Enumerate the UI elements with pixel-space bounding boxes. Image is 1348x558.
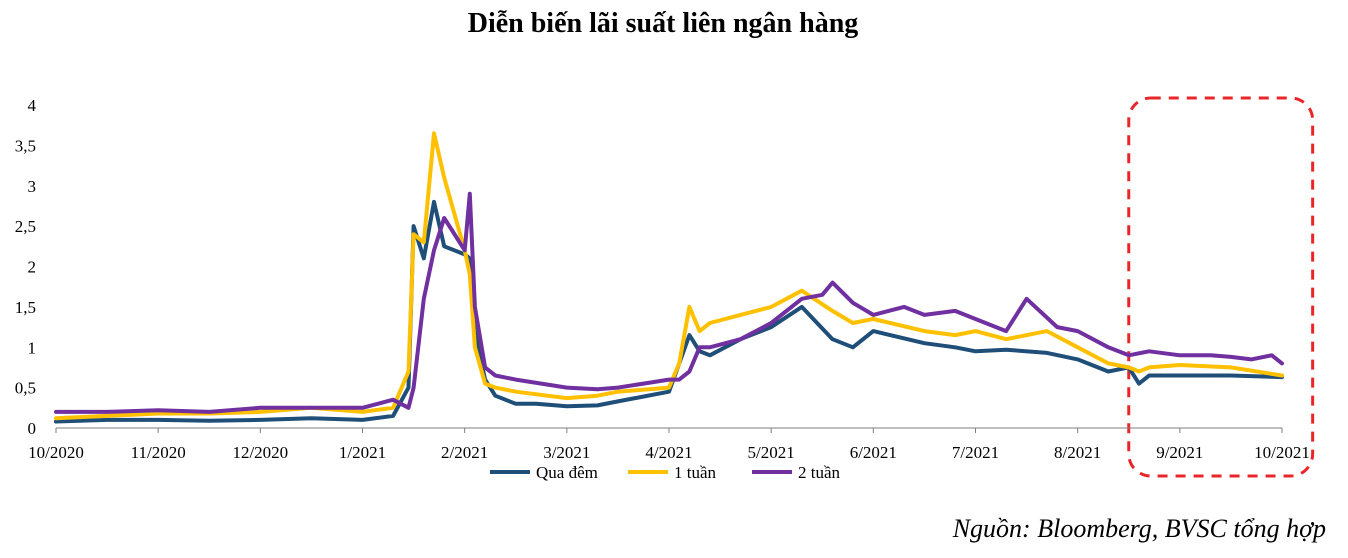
legend-label: Qua đêm (536, 463, 598, 482)
y-tick-label: 3 (28, 177, 37, 196)
x-tick-label: 10/2021 (1254, 443, 1310, 462)
x-tick-label: 4/2021 (645, 443, 692, 462)
x-tick-label: 8/2021 (1054, 443, 1101, 462)
x-tick-label: 3/2021 (543, 443, 590, 462)
x-tick-label: 5/2021 (748, 443, 795, 462)
x-tick-label: 7/2021 (952, 443, 999, 462)
y-tick-label: 0,5 (15, 379, 36, 398)
series-line-3 (54, 191, 1284, 414)
highlight-box (1127, 96, 1315, 478)
y-tick-label: 2,5 (15, 217, 36, 236)
source-note: Nguồn: Bloomberg, BVSC tổng hợp (952, 514, 1326, 543)
x-tick-label: 10/2020 (28, 443, 84, 462)
legend-label: 1 tuần (674, 463, 717, 482)
y-tick-label: 1,5 (15, 298, 36, 317)
x-tick-label: 12/2020 (232, 443, 288, 462)
y-tick-label: 4 (28, 96, 37, 115)
x-tick-label: 1/2021 (339, 443, 386, 462)
x-tick-label: 2/2021 (441, 443, 488, 462)
series-line-2 (54, 131, 1284, 421)
series-line-1 (54, 199, 1284, 424)
x-tick-label: 9/2021 (1156, 443, 1203, 462)
x-tick-label: 6/2021 (850, 443, 897, 462)
y-tick-label: 2 (28, 258, 37, 277)
chart-title: Diễn biến lãi suất liên ngân hàng (467, 8, 859, 39)
y-tick-label: 0 (28, 419, 37, 438)
x-tick-label: 11/2020 (131, 443, 186, 462)
y-tick-label: 3,5 (15, 136, 36, 155)
legend-label: 2 tuần (798, 463, 841, 482)
y-tick-label: 1 (28, 338, 37, 357)
